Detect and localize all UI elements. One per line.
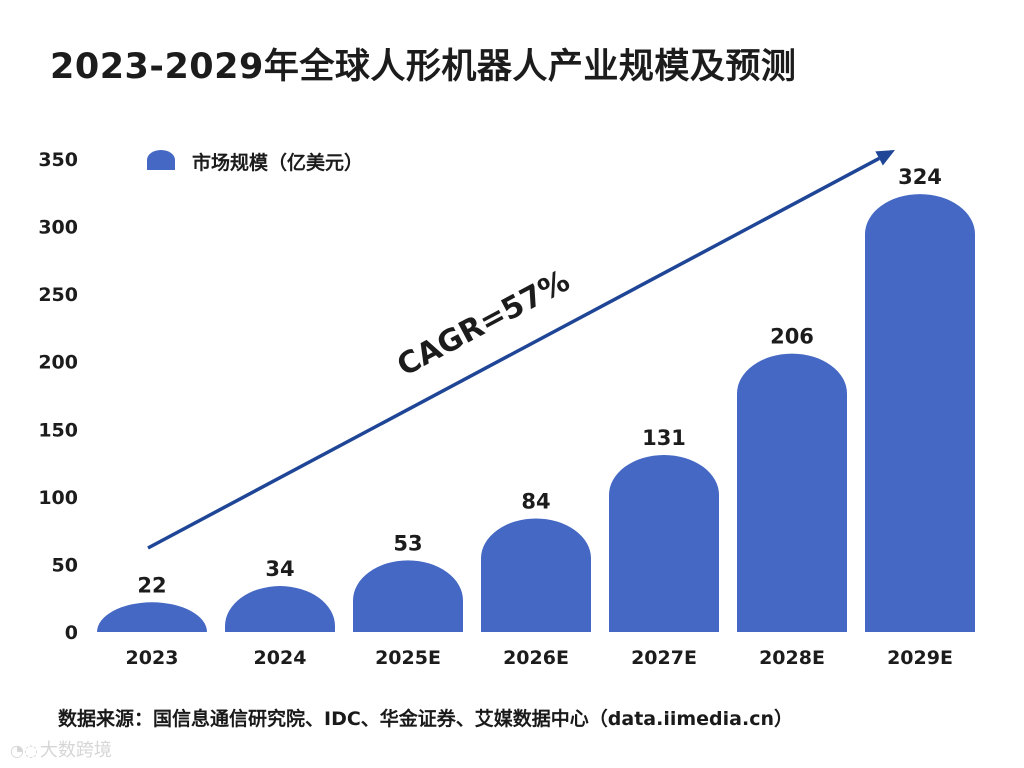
bar — [353, 560, 463, 632]
x-tick-label: 2024 — [254, 647, 307, 669]
watermark-logo-icon: ◔◌ — [10, 741, 38, 760]
x-tick-label: 2023 — [126, 647, 179, 669]
bar-value-label: 84 — [521, 489, 550, 513]
y-tick-label: 150 — [38, 419, 78, 441]
bar-value-label: 53 — [393, 531, 422, 555]
x-tick-label: 2028E — [759, 647, 825, 669]
bar — [609, 454, 719, 632]
bar — [481, 518, 591, 632]
cagr-annotation: CAGR=57% — [392, 264, 576, 384]
y-tick-label: 250 — [38, 284, 78, 306]
bar-value-label: 22 — [137, 573, 166, 597]
bar-value-label: 34 — [265, 557, 294, 581]
chart-title: 2023-2029年全球人形机器人产业规模及预测 — [50, 47, 797, 87]
y-tick-label: 100 — [38, 487, 78, 509]
cagr-arrow-line — [147, 156, 880, 550]
bar-value-label: 206 — [770, 325, 814, 349]
legend-swatch — [147, 150, 175, 170]
bar-value-label: 131 — [642, 426, 686, 450]
y-tick-label: 200 — [38, 352, 78, 374]
y-tick-label: 0 — [65, 622, 78, 644]
x-tick-label: 2029E — [887, 647, 953, 669]
watermark: ◔◌ 大数跨境 — [10, 736, 112, 762]
cagr-arrow-head — [875, 150, 895, 166]
x-tick-label: 2025E — [375, 647, 441, 669]
bar — [865, 194, 975, 632]
y-tick-label: 350 — [38, 149, 78, 171]
bar — [737, 353, 847, 632]
y-tick-label: 50 — [52, 554, 78, 576]
x-tick-label: 2027E — [631, 647, 697, 669]
bar-value-label: 324 — [898, 165, 942, 189]
watermark-text: 大数跨境 — [39, 740, 112, 761]
data-source: 数据来源：国信息通信研究院、IDC、华金证券、艾媒数据中心（data.iimed… — [58, 708, 793, 730]
legend-label: 市场规模（亿美元） — [192, 151, 363, 174]
x-tick-label: 2026E — [503, 647, 569, 669]
bar — [97, 602, 207, 632]
y-tick-label: 300 — [38, 217, 78, 239]
bar — [225, 586, 335, 632]
